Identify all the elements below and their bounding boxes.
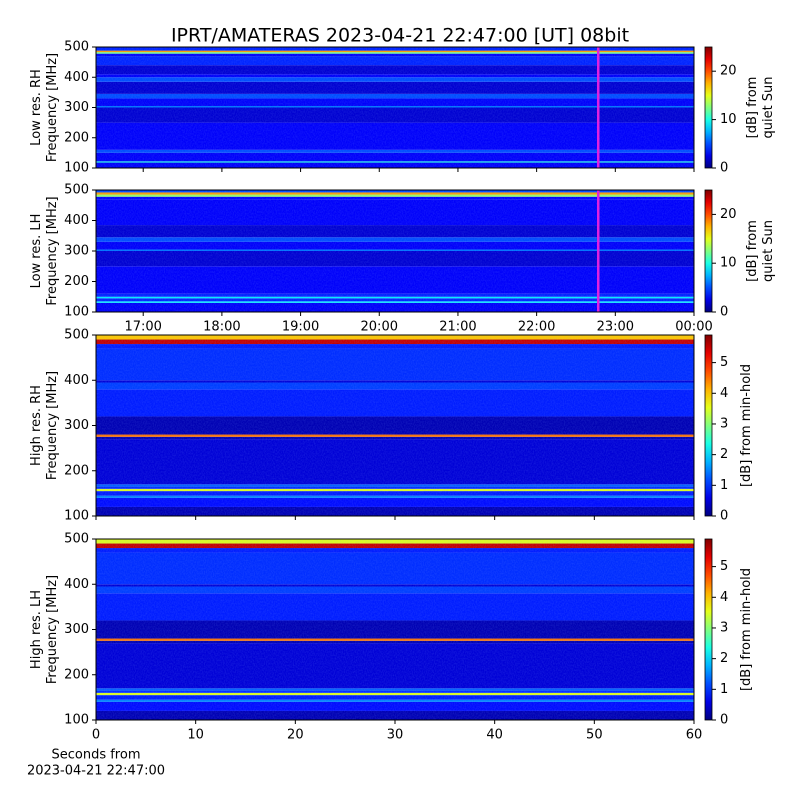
x-tick-label: 23:00 — [597, 320, 634, 335]
y-tick-label: 500 — [64, 328, 89, 343]
colorbar-tick-label: 3 — [720, 416, 728, 431]
colorbar-label-line: [dB] from — [745, 220, 760, 282]
x-tick-label: 18:00 — [203, 320, 240, 335]
y-tick-label: 300 — [64, 418, 89, 433]
colorbar-label: [dB] from min-hold — [739, 364, 754, 487]
x-tick-label: 19:00 — [282, 320, 319, 335]
x-tick-label: 0 — [92, 728, 100, 743]
colorbar-label: [dB] fromquiet Sun — [745, 76, 776, 138]
x-tick-label: 60 — [686, 728, 703, 743]
y-tick-label: 500 — [64, 183, 89, 198]
y-axis-label: High res. RHFrequency [MHz] — [29, 371, 60, 480]
y-tick-label: 300 — [64, 100, 89, 115]
colorbar-tick-label: 20 — [720, 207, 737, 222]
x-axis-label: Seconds from — [51, 748, 140, 763]
y-axis-label: Low res. RHFrequency [MHz] — [29, 53, 60, 162]
colorbar-tick-label: 4 — [720, 386, 728, 401]
colorbar — [704, 189, 713, 313]
colorbar-tick-label: 4 — [720, 590, 728, 605]
x-tick-label: 22:00 — [518, 320, 555, 335]
colorbar-tick-label: 0 — [720, 305, 728, 320]
y-tick-label: 300 — [64, 244, 89, 259]
y-tick-label: 400 — [64, 213, 89, 228]
y-tick-label: 100 — [64, 713, 89, 728]
colorbar-label-line: [dB] from min-hold — [739, 568, 754, 691]
y-tick-label: 200 — [64, 667, 89, 682]
y-axis-label-line: Frequency [MHz] — [45, 53, 60, 162]
colorbar-tick-label: 2 — [720, 447, 728, 462]
x-tick-label: 30 — [387, 728, 404, 743]
colorbar — [704, 538, 713, 721]
colorbar-label-line: [dB] from — [745, 77, 760, 139]
colorbar-tick-label: 3 — [720, 620, 728, 635]
x-tick-label: 20:00 — [361, 320, 398, 335]
y-axis-label-line: Low res. LH — [29, 214, 44, 289]
colorbar — [704, 334, 713, 517]
noise-texture — [96, 190, 694, 312]
x-tick-label: 17:00 — [124, 320, 161, 335]
y-axis-label-line: High res. LH — [29, 590, 44, 669]
y-axis-label: High res. LHFrequency [MHz] — [29, 575, 60, 684]
colorbar-label: [dB] fromquiet Sun — [745, 220, 776, 282]
x-tick-label: 40 — [486, 728, 503, 743]
y-tick-label: 400 — [64, 70, 89, 85]
y-tick-label: 200 — [64, 274, 89, 289]
y-tick-label: 100 — [64, 305, 89, 320]
colorbar-label: [dB] from min-hold — [739, 568, 754, 691]
colorbar-tick-label: 0 — [720, 713, 728, 728]
y-tick-label: 200 — [64, 130, 89, 145]
colorbar-tick-label: 10 — [720, 256, 737, 271]
y-axis-label-line: Frequency [MHz] — [45, 196, 60, 305]
noise-texture — [96, 539, 694, 720]
colorbar-tick-label: 5 — [720, 355, 728, 370]
x-tick-label: 20 — [287, 728, 304, 743]
y-tick-label: 200 — [64, 463, 89, 478]
noise-texture — [96, 335, 694, 516]
colorbar-label-line: quiet Sun — [761, 220, 776, 282]
y-tick-label: 100 — [64, 161, 89, 176]
colorbar-tick-label: 5 — [720, 559, 728, 574]
colorbar-tick-label: 1 — [720, 682, 728, 697]
y-tick-label: 100 — [64, 509, 89, 524]
y-axis-label-line: High res. RH — [29, 385, 44, 466]
colorbar-label-line: quiet Sun — [761, 76, 776, 138]
y-axis-label: Low res. LHFrequency [MHz] — [29, 196, 60, 305]
chart-title: IPRT/AMATERAS 2023-04-21 22:47:00 [UT] 0… — [171, 25, 629, 47]
noise-texture — [96, 47, 694, 168]
x-tick-label: 50 — [586, 728, 603, 743]
x-tick-label: 00:00 — [675, 320, 712, 335]
y-axis-label-line: Low res. RH — [29, 69, 44, 146]
y-tick-label: 500 — [64, 532, 89, 547]
colorbar-tick-label: 0 — [720, 161, 728, 176]
y-axis-label-line: Frequency [MHz] — [45, 371, 60, 480]
y-tick-label: 300 — [64, 622, 89, 637]
y-tick-label: 400 — [64, 373, 89, 388]
colorbar-label-line: [dB] from min-hold — [739, 364, 754, 487]
colorbar-tick-label: 20 — [720, 64, 737, 79]
colorbar-tick-label: 2 — [720, 651, 728, 666]
colorbar-tick-label: 0 — [720, 509, 728, 524]
colorbar — [704, 46, 713, 169]
x-axis-label: 2023-04-21 22:47:00 — [27, 764, 165, 779]
colorbar-tick-label: 1 — [720, 478, 728, 493]
y-axis-label-line: Frequency [MHz] — [45, 575, 60, 684]
colorbar-tick-label: 10 — [720, 112, 737, 127]
y-tick-label: 400 — [64, 577, 89, 592]
x-tick-label: 21:00 — [439, 320, 476, 335]
y-tick-label: 500 — [64, 40, 89, 55]
x-tick-label: 10 — [187, 728, 204, 743]
